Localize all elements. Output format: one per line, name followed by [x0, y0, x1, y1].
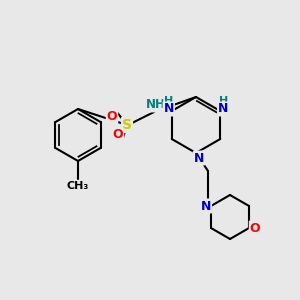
- Text: N: N: [201, 200, 211, 212]
- Text: N: N: [218, 103, 228, 116]
- Text: NH: NH: [146, 98, 166, 112]
- Text: N: N: [194, 152, 204, 164]
- Text: O: O: [113, 128, 123, 142]
- Text: O: O: [107, 110, 117, 122]
- Text: N: N: [164, 103, 174, 116]
- Text: S: S: [122, 118, 132, 132]
- Text: H: H: [219, 96, 228, 106]
- Text: H: H: [164, 96, 173, 106]
- Text: CH₃: CH₃: [67, 181, 89, 191]
- Text: O: O: [250, 221, 260, 235]
